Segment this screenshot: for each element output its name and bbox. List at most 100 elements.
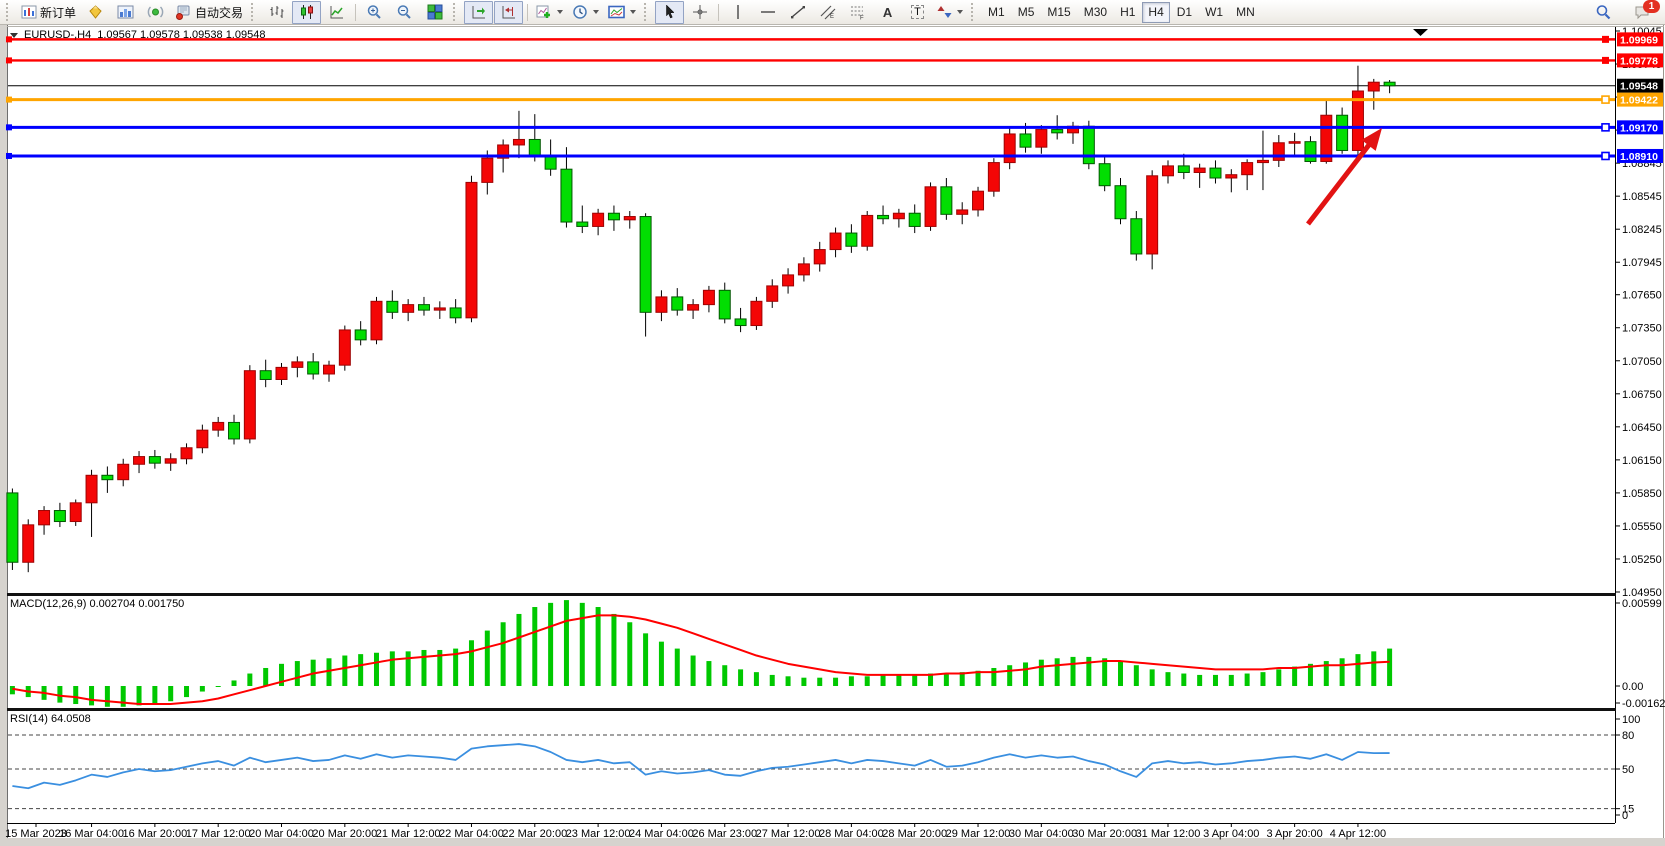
bear-candle: [449, 307, 462, 319]
timeframe-h1-button[interactable]: H1: [1120, 5, 1136, 19]
bear-candle: [1336, 114, 1349, 151]
zoom-in-button[interactable]: [360, 1, 389, 24]
timeframe-mn-button[interactable]: MN: [1236, 5, 1255, 19]
bull-candle: [987, 162, 1000, 192]
crosshair-tool-button[interactable]: [685, 1, 714, 24]
bull-candle: [196, 429, 209, 449]
price-level-badge: [1617, 32, 1663, 47]
toolbar-grip[interactable]: [251, 3, 258, 21]
rsi-axis: 100 80 50 150: [1615, 714, 1640, 822]
bull-candle: [623, 216, 636, 221]
toolbar-grip[interactable]: [453, 3, 460, 21]
level-handle: [1602, 56, 1609, 64]
svg-text:F: F: [860, 16, 864, 21]
rsi-line: [12, 743, 1390, 790]
search-icon: [1595, 4, 1612, 20]
timeframe-m15-button[interactable]: M15: [1047, 5, 1071, 19]
bear-candle: [1130, 218, 1143, 255]
rsi-tick-label: 15: [1622, 804, 1634, 816]
line-chart-button[interactable]: [322, 1, 351, 24]
time-tick-label: 30 Mar 04:00: [1009, 828, 1074, 840]
bear-candle: [544, 155, 557, 170]
fibonacci-tool-button[interactable]: F: [843, 1, 872, 24]
bull-candle: [212, 421, 225, 431]
search-button[interactable]: [1589, 1, 1618, 24]
chart-shift-button[interactable]: [494, 0, 524, 24]
price-tick-label: 1.04950: [1622, 587, 1662, 599]
period-clock-button[interactable]: [568, 1, 603, 24]
chart-shift-marker[interactable]: [1413, 29, 1428, 36]
timeframe-m1-button[interactable]: M1: [988, 5, 1005, 19]
rsi-tick-label: 80: [1622, 730, 1634, 742]
candlestick-chart-button[interactable]: [292, 0, 322, 24]
bull-candle: [180, 447, 193, 460]
auto-scroll-icon: [471, 4, 487, 20]
timeframe-w1-button[interactable]: W1: [1205, 5, 1224, 19]
auto-scroll-button[interactable]: [464, 0, 494, 24]
signal-icon: [147, 4, 164, 20]
vertical-line-tool-button[interactable]: [723, 1, 752, 24]
new-order-label: 新订单: [40, 5, 77, 20]
symbol-dropdown-icon[interactable]: [10, 32, 18, 38]
chart-template-button[interactable]: [604, 1, 640, 24]
arrow-shapes-button[interactable]: [933, 1, 967, 24]
equidistant-channel-tool-button[interactable]: E: [813, 1, 842, 24]
bull-candle: [370, 300, 383, 341]
period-clock-caret: [593, 10, 600, 14]
bar-chart-button[interactable]: [262, 1, 291, 24]
gold-market-icon: [87, 4, 104, 20]
timeframe-h4-button[interactable]: H4: [1142, 1, 1170, 23]
time-tick-label: 29 Mar 12:00: [946, 828, 1011, 840]
text-label-icon: T: [911, 5, 924, 19]
text-label-tool-button[interactable]: T: [903, 1, 932, 24]
timeframe-d1-button[interactable]: D1: [1176, 5, 1193, 19]
add-indicator-button[interactable]: [532, 1, 567, 24]
signal-button[interactable]: [141, 1, 170, 24]
bear-candle: [386, 300, 399, 313]
toolbar-grip[interactable]: [644, 3, 651, 21]
bear-candle: [639, 216, 652, 313]
bull-candle: [433, 307, 446, 311]
time-tick-label: 22 Mar 20:00: [502, 828, 567, 840]
macd-name: MACD(12,26,9): [10, 598, 87, 610]
trend-line-tool-button[interactable]: [783, 1, 812, 24]
macd-indicator-label: MACD(12,26,9) 0.002704 0.001750: [10, 598, 184, 610]
horizontal-line-tool-button[interactable]: [753, 1, 782, 24]
trend-arrow-annotation[interactable]: [1306, 128, 1382, 226]
toolbar-grip[interactable]: [971, 3, 978, 21]
price-level-lines[interactable]: [6, 35, 1615, 161]
text-tool-button[interactable]: A: [873, 1, 902, 24]
level-handle: [1601, 95, 1610, 104]
toolbar-grip[interactable]: [6, 3, 13, 21]
notifications-button[interactable]: 1: [1628, 0, 1660, 23]
bear-candle: [417, 304, 430, 311]
cursor-tool-button[interactable]: [655, 0, 685, 24]
fibonacci-icon: F: [850, 4, 866, 20]
new-order-button[interactable]: 新订单: [17, 1, 80, 24]
time-tick-label: 15 Mar 2023: [5, 828, 67, 840]
tile-windows-button[interactable]: [420, 1, 449, 24]
market-button[interactable]: [81, 1, 110, 24]
auto-trading-button[interactable]: 自动交易: [171, 1, 247, 24]
time-tick-label: 21 Mar 12:00: [376, 828, 441, 840]
bull-candle: [465, 181, 478, 319]
bear-candle: [718, 289, 731, 320]
bear-candle: [228, 421, 241, 440]
bull-candle: [924, 186, 937, 227]
zoom-out-button[interactable]: [390, 1, 419, 24]
timeframe-m5-button[interactable]: M5: [1017, 5, 1035, 19]
bull-candle: [402, 304, 415, 313]
profile-button[interactable]: [111, 1, 140, 24]
bull-candle: [1367, 81, 1380, 92]
rsi-tick-label: 0: [1622, 810, 1628, 822]
trend-line-icon: [790, 4, 806, 20]
price-level-badge: [1617, 120, 1663, 135]
time-tick-label: 28 Mar 20:00: [882, 828, 947, 840]
macd-histogram: [9, 600, 1393, 707]
bull-candle: [1288, 141, 1301, 144]
timeframe-m30-button[interactable]: M30: [1083, 5, 1108, 19]
bull-candle: [275, 366, 288, 380]
bear-candle: [1051, 129, 1064, 134]
